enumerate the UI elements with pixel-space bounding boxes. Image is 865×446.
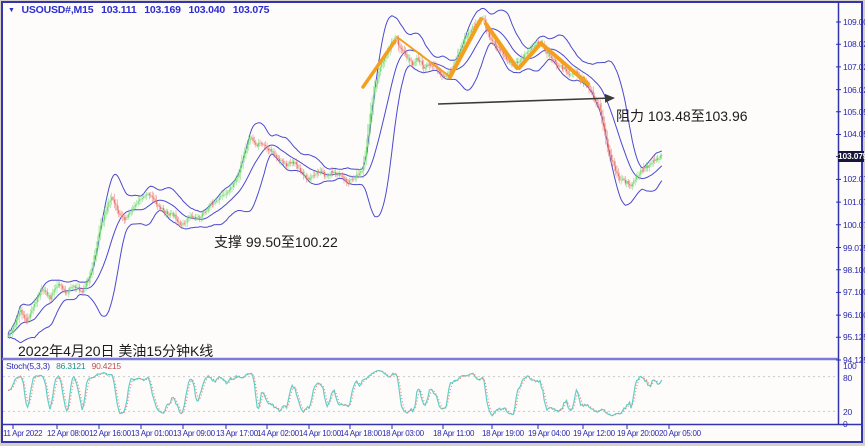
- bollinger-middle-line: [7, 28, 663, 336]
- price-axis-label: 95.125: [843, 332, 865, 343]
- price-axis-label: 102.075: [843, 174, 865, 185]
- current-price-value: 103.075: [838, 151, 865, 162]
- time-axis-label: 13 Apr 09:00: [173, 429, 215, 438]
- ohlc-low: 103.040: [188, 4, 226, 16]
- time-axis-label: 13 Apr 01:00: [131, 429, 173, 438]
- stoch-k-value: 86.3121: [56, 361, 86, 371]
- resistance-annotation-text: 阻力 103.48至103.96: [616, 108, 748, 124]
- time-axis-label: 11 Apr 2022: [3, 429, 43, 438]
- time-axis-label: 19 Apr 20:00: [617, 429, 659, 438]
- time-axis-label: 18 Apr 03:00: [382, 429, 424, 438]
- main-chart-plot[interactable]: [7, 7, 663, 344]
- stoch-scale-label: 0: [843, 419, 848, 429]
- time-axis-label: 12 Apr 08:00: [47, 429, 89, 438]
- time-axis[interactable]: 11 Apr 2022 12 Apr 08:00 12 Apr 16:00 13 Ap…: [0, 426, 862, 442]
- price-axis-label: 107.025: [843, 61, 865, 72]
- price-axis-label: 109.000: [843, 17, 865, 27]
- price-axis-label: 106.025: [843, 84, 865, 95]
- bollinger-lower-line: [7, 42, 663, 344]
- time-axis-label: 14 Apr 10:00: [299, 429, 341, 438]
- stochastic-plot[interactable]: [3, 370, 838, 417]
- time-axis-label: 18 Apr 19:00: [482, 429, 524, 438]
- chart-header: ▼ USOUSD#,M15 103.111 103.169 103.040 10…: [8, 4, 270, 16]
- ohlc-close: 103.075: [232, 4, 270, 16]
- time-axis-label: 14 Apr 18:00: [340, 429, 382, 438]
- stoch-scale-label: 80: [843, 372, 853, 383]
- stoch-k-line: [7, 370, 663, 417]
- ohlc-high: 103.169: [144, 4, 181, 16]
- stoch-scale-label: 100: [843, 361, 857, 371]
- stoch-d-value: 90.4215: [91, 361, 122, 371]
- time-axis-label: 20 Apr 05:00: [659, 429, 701, 438]
- price-axis-label: 101.075: [843, 197, 865, 208]
- stoch-axis[interactable]: 100 80 20 0: [843, 0, 865, 446]
- trend-zigzag-annotation[interactable]: [361, 17, 590, 89]
- arrow-head: [604, 93, 615, 103]
- support-annotation-text: 支撑 99.50至100.22: [214, 234, 338, 250]
- current-price-tag: 103.075: [838, 151, 865, 163]
- time-axis-label: 19 Apr 04:00: [528, 429, 570, 438]
- time-axis-label: 19 Apr 12:00: [573, 429, 615, 438]
- date-caption-text: 2022年4月20日 美油15分钟K线: [18, 343, 214, 359]
- price-axis-ticks: [836, 21, 841, 361]
- price-axis-label: 94.125: [843, 355, 865, 365]
- zigzag-arrowhead: [579, 75, 588, 84]
- price-axis-label: 105.050: [843, 106, 865, 117]
- zigzag-segment: [448, 17, 483, 79]
- price-axis-label: 104.050: [843, 129, 865, 140]
- symbol-timeframe-label: USOUSD#,M15: [21, 4, 94, 16]
- zigzag-segment: [484, 22, 519, 70]
- stoch-indicator-label: Stoch(5,3,3) 86.3121 90.4215: [6, 361, 121, 371]
- time-axis-label: 18 Apr 11:00: [433, 429, 475, 438]
- zigzag-segment: [541, 43, 590, 86]
- time-axis-ticks: [12, 425, 670, 429]
- time-axis-label: 13 Apr 17:00: [216, 429, 258, 438]
- price-axis-label: 96.100: [843, 310, 865, 321]
- stoch-name: Stoch(5,3,3): [6, 361, 50, 371]
- time-axis-label: 14 Apr 02:00: [257, 429, 299, 438]
- zigzag-segment: [361, 39, 397, 89]
- resistance-arrow-annotation[interactable]: [437, 93, 615, 105]
- candle-wicks-down: [21, 15, 663, 325]
- price-axis-label: 108.025: [843, 39, 865, 50]
- symbol-dropdown-icon[interactable]: ▼: [8, 7, 15, 14]
- price-axis-label: 97.100: [843, 287, 865, 298]
- zigzag-segment: [396, 36, 450, 77]
- zigzag-segment: [517, 41, 543, 70]
- bollinger-upper-line: [7, 7, 662, 335]
- arrow-line: [437, 97, 613, 105]
- time-axis-label: 12 Apr 16:00: [89, 429, 131, 438]
- ohlc-open: 103.111: [101, 4, 137, 16]
- stoch-scale-label: 20: [843, 407, 853, 418]
- price-axis-label: 99.075: [843, 242, 865, 253]
- candle-bodies-down: [21, 18, 663, 322]
- price-axis-label: 100.075: [843, 219, 865, 230]
- price-axis-label: 98.100: [843, 264, 865, 275]
